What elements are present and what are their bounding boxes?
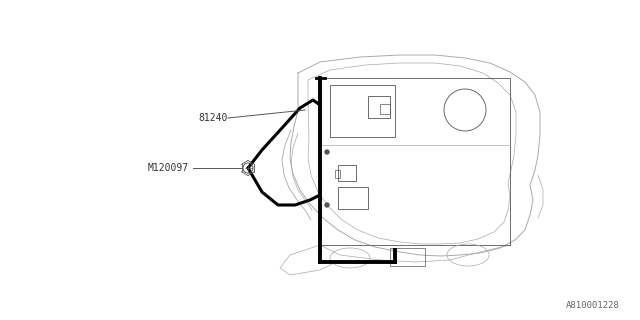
Bar — [335, 170, 340, 178]
Bar — [338, 187, 368, 209]
Text: 81240: 81240 — [198, 113, 227, 123]
Text: M120097: M120097 — [148, 163, 189, 173]
Circle shape — [325, 150, 329, 154]
Bar — [368, 96, 390, 118]
Bar — [380, 104, 390, 114]
Bar — [338, 165, 356, 181]
Text: A810001228: A810001228 — [566, 301, 620, 310]
Bar — [390, 248, 425, 266]
Circle shape — [325, 203, 329, 207]
Bar — [330, 85, 395, 137]
